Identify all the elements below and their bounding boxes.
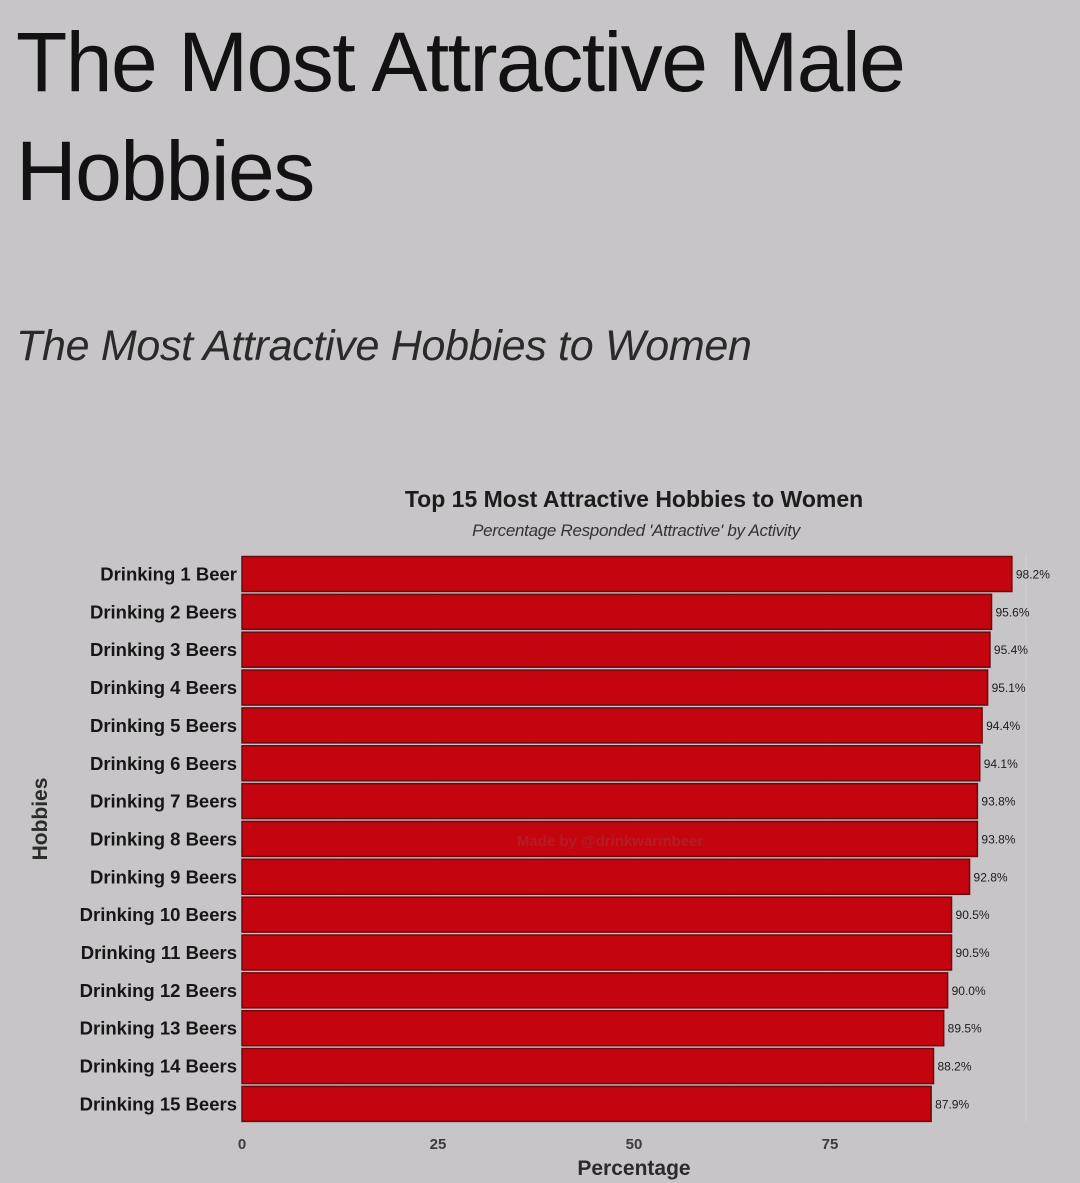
category-label: Drinking 13 Beers bbox=[80, 1018, 237, 1039]
category-label: Drinking 9 Beers bbox=[90, 866, 237, 887]
page-subheading: The Most Attractive Hobbies to Women bbox=[16, 322, 752, 370]
value-label: 93.8% bbox=[981, 832, 1015, 846]
bar bbox=[241, 858, 971, 896]
category-label: Drinking 2 Beers bbox=[90, 601, 237, 622]
bar bbox=[241, 896, 953, 933]
value-label: 95.1% bbox=[992, 681, 1026, 695]
value-label: 92.8% bbox=[974, 870, 1008, 884]
y-axis-title: Hobbies bbox=[29, 778, 52, 861]
x-axis-ticks: 0 25 50 75 bbox=[238, 1136, 839, 1153]
category-labels: Drinking 1 Beer Drinking 2 Beers Drinking … bbox=[80, 564, 237, 1115]
bar-chart: Top 15 Most Attractive Hobbies to Women … bbox=[29, 486, 1050, 1180]
chart-bars bbox=[241, 555, 1013, 1123]
category-label: Drinking 7 Beers bbox=[90, 791, 237, 812]
category-label: Drinking 15 Beers bbox=[80, 1093, 237, 1114]
x-tick-label: 0 bbox=[238, 1136, 246, 1153]
bar bbox=[241, 593, 993, 631]
x-tick-label: 25 bbox=[430, 1136, 447, 1153]
chart-subtitle: Percentage Responded 'Attractive' by Act… bbox=[472, 521, 802, 540]
bar bbox=[241, 934, 953, 971]
value-label: 88.2% bbox=[937, 1060, 971, 1074]
value-label: 93.8% bbox=[981, 795, 1015, 809]
bar bbox=[241, 707, 983, 744]
bar bbox=[241, 1009, 945, 1047]
x-tick-label: 75 bbox=[822, 1136, 839, 1153]
category-label: Drinking 1 Beer bbox=[100, 564, 237, 585]
x-tick-label: 50 bbox=[626, 1136, 643, 1153]
bar bbox=[241, 555, 1013, 593]
chart-watermark: Made by @drinkwarmbeer bbox=[517, 833, 704, 850]
value-label: 89.5% bbox=[948, 1022, 982, 1036]
value-labels: 98.2% 95.6% 95.4% 95.1% 94.4% 94.1% 93.8% 93.8%… bbox=[935, 568, 1050, 1112]
bar bbox=[241, 745, 981, 782]
value-label: 94.4% bbox=[986, 719, 1020, 733]
bar bbox=[241, 669, 989, 706]
bar bbox=[241, 631, 991, 668]
value-label: 95.4% bbox=[994, 643, 1028, 657]
chart-title: Top 15 Most Attractive Hobbies to Women bbox=[405, 486, 863, 512]
value-label: 98.2% bbox=[1016, 568, 1050, 582]
page-heading: The Most Attractive Male Hobbies bbox=[16, 15, 906, 219]
value-label: 87.9% bbox=[935, 1097, 969, 1111]
bar bbox=[241, 1047, 935, 1085]
bar bbox=[241, 1085, 932, 1123]
category-label: Drinking 6 Beers bbox=[90, 753, 237, 774]
x-axis-title: Percentage bbox=[577, 1157, 690, 1180]
value-label: 90.5% bbox=[956, 908, 990, 922]
value-label: 94.1% bbox=[984, 757, 1018, 771]
category-label: Drinking 8 Beers bbox=[90, 828, 237, 849]
category-label: Drinking 12 Beers bbox=[80, 980, 237, 1001]
category-label: Drinking 11 Beers bbox=[81, 942, 237, 963]
bar bbox=[241, 972, 949, 1009]
bar bbox=[241, 782, 979, 820]
category-label: Drinking 5 Beers bbox=[90, 715, 237, 736]
value-label: 95.6% bbox=[996, 605, 1030, 619]
category-label: Drinking 10 Beers bbox=[80, 904, 237, 925]
value-label: 90.0% bbox=[952, 984, 986, 998]
value-label: 90.5% bbox=[956, 946, 990, 960]
category-label: Drinking 4 Beers bbox=[90, 677, 237, 698]
category-label: Drinking 3 Beers bbox=[90, 639, 237, 660]
category-label: Drinking 14 Beers bbox=[80, 1056, 237, 1077]
bar bbox=[241, 820, 979, 858]
